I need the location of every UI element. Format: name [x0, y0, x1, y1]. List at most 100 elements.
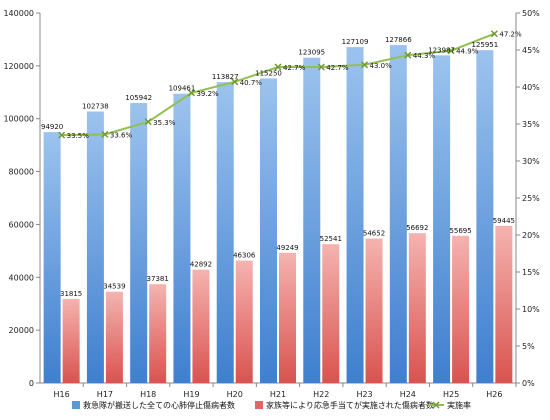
rate-value-label: 35.3% — [153, 119, 176, 127]
rate-point — [490, 30, 498, 38]
y-tick-label: 40000 — [9, 273, 34, 282]
y2-tick-label: 45% — [522, 46, 540, 55]
y-tick-label: 60000 — [9, 220, 34, 229]
bar-all-patients — [346, 47, 364, 384]
bar-family-aid — [105, 291, 123, 383]
bar-value-label: 56692 — [406, 224, 428, 232]
rate-value-label: 40.7% — [240, 79, 263, 87]
rate-marker-stroke — [231, 78, 239, 86]
bar-value-label: 52541 — [320, 235, 342, 243]
rate-marker-stroke — [187, 89, 195, 97]
bar-value-label: 34539 — [103, 283, 125, 291]
y2-tick-label: 0% — [522, 379, 535, 388]
rate-point — [231, 78, 239, 86]
y2-tick-label: 10% — [522, 305, 540, 314]
bar-family-aid — [235, 260, 253, 383]
bar-all-patients — [260, 78, 277, 384]
bar-value-label: 109461 — [169, 85, 196, 93]
rate-marker-stroke — [144, 118, 152, 126]
rate-marker-stroke — [490, 30, 498, 38]
bar-value-label: 123095 — [298, 49, 325, 57]
rate-marker-stroke — [58, 131, 66, 139]
rate-point — [144, 118, 152, 126]
bar-all-patients — [389, 45, 407, 384]
x-tick-label: H18 — [140, 390, 156, 399]
bar-value-label: 49249 — [276, 244, 298, 252]
rate-value-label: 39.2% — [196, 90, 219, 98]
rate-point — [361, 61, 369, 69]
x-tick-label: H16 — [54, 390, 70, 399]
x-tick-label: H23 — [356, 390, 372, 399]
y2-tick-label: 25% — [522, 194, 540, 203]
x-tick-label: H19 — [183, 390, 199, 399]
bar-value-label: 102738 — [82, 102, 109, 110]
bar-family-aid — [495, 225, 513, 383]
bar-all-patients — [303, 57, 321, 384]
rate-marker-stroke — [274, 63, 282, 71]
rate-point — [101, 130, 109, 138]
bar-value-label: 125951 — [471, 41, 498, 49]
bar-family-aid — [279, 252, 296, 383]
legend-label-family-aid: 家族等により応急手当てが実施された傷病者数 — [266, 400, 434, 410]
y-tick-label: 80000 — [9, 168, 34, 177]
rate-marker-stroke — [317, 63, 325, 71]
bar-value-label: 123987 — [428, 46, 455, 54]
bar-value-label: 59445 — [493, 217, 515, 225]
legend-label-rate: 実施率 — [447, 400, 471, 410]
legend-label-all-patients: 救急隊が搬送した全ての心肺停止傷病者数 — [83, 400, 235, 410]
bar-family-aid — [322, 244, 340, 383]
rate-point — [317, 63, 325, 71]
bar-family-aid — [452, 235, 470, 383]
rate-value-label: 33.5% — [67, 132, 90, 140]
bar-all-patients — [173, 93, 191, 384]
bar-value-label: 31815 — [60, 290, 82, 298]
legend-swatch-all-patients — [72, 401, 80, 409]
bar-value-label: 127866 — [385, 36, 412, 44]
y-tick-label: 0 — [29, 379, 34, 388]
legend-swatch-family-aid — [255, 401, 263, 409]
rate-value-label: 44.3% — [413, 52, 436, 60]
bar-all-patients — [216, 82, 234, 383]
rate-value-label: 42.7% — [283, 64, 306, 72]
bar-family-aid — [149, 284, 167, 383]
y2-tick-label: 5% — [522, 342, 535, 351]
bar-value-label: 54652 — [363, 230, 385, 238]
rate-marker-stroke — [404, 51, 412, 59]
bar-all-patients — [130, 103, 148, 383]
bar-value-label: 55695 — [449, 227, 471, 235]
bar-all-patients — [433, 55, 451, 384]
rate-marker-stroke — [101, 130, 109, 138]
y-tick-label: 140000 — [3, 9, 34, 18]
bars — [43, 45, 513, 384]
bar-all-patients — [476, 50, 494, 383]
y2-tick-label: 40% — [522, 83, 540, 92]
legend-swatch-rate-marker — [432, 401, 440, 409]
bar-value-label: 42892 — [190, 261, 212, 269]
bar-family-aid — [192, 269, 210, 383]
x-tick-label: H17 — [97, 390, 113, 399]
rate-marker-stroke — [447, 47, 455, 55]
bar-value-label: 94920 — [41, 123, 63, 131]
x-tick-label: H22 — [313, 390, 329, 399]
rate-line — [58, 30, 498, 139]
rate-marker-stroke — [361, 61, 369, 69]
rate-value-label: 33.6% — [110, 131, 133, 139]
y2-tick-label: 15% — [522, 268, 540, 277]
rate-point — [274, 63, 282, 71]
x-tick-label: H21 — [270, 390, 286, 399]
y-tick-label: 120000 — [3, 62, 34, 71]
bar-all-patients — [43, 132, 61, 383]
x-tick-label: H20 — [227, 390, 243, 399]
rate-point — [187, 89, 195, 97]
rate-point — [58, 131, 66, 139]
bar-value-label: 127109 — [342, 38, 369, 46]
bar-value-label: 113827 — [212, 73, 239, 81]
rate-value-label: 47.2% — [499, 31, 522, 39]
y2-tick-label: 30% — [522, 157, 540, 166]
y2-tick-label: 50% — [522, 9, 540, 18]
x-tick-label: H25 — [443, 390, 459, 399]
x-tick-label: H26 — [486, 390, 502, 399]
bar-value-label: 46306 — [233, 252, 256, 260]
